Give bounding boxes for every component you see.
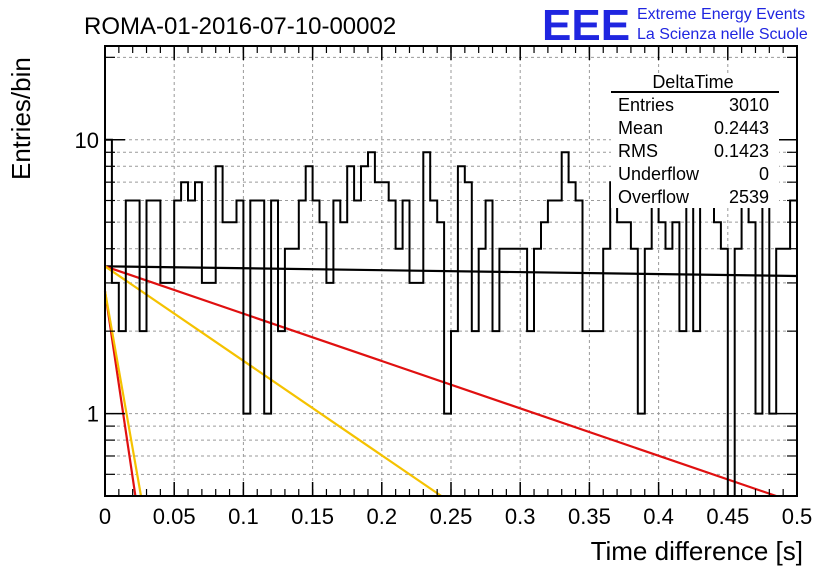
stats-box-title: DeltaTime	[652, 72, 733, 92]
x-tick-label: 0.45	[706, 504, 749, 529]
stats-label-mean: Mean	[618, 118, 663, 138]
x-tick-label: 0	[99, 504, 111, 529]
y-axis-label: Entries/bin	[6, 57, 36, 180]
logo-line-2: La Scienza nelle Scuole	[637, 26, 808, 43]
x-tick-label: 0.05	[153, 504, 196, 529]
x-tick-label: 0.35	[568, 504, 611, 529]
stats-value-rms: 0.1423	[714, 141, 769, 161]
run-title: ROMA-01-2016-07-10-00002	[84, 13, 396, 40]
x-tick-label: 0.4	[643, 504, 674, 529]
logo-line-1: Extreme Energy Events	[637, 6, 805, 23]
stats-value-mean: 0.2443	[714, 118, 769, 138]
stats-box: DeltaTime Entries 3010 Mean 0.2443 RMS 0…	[611, 72, 779, 208]
y-tick-label: 10	[75, 128, 99, 153]
stats-label-entries: Entries	[618, 95, 674, 115]
fit-curve	[104, 265, 798, 278]
histogram-outline	[104, 138, 798, 497]
fit-curve	[103, 290, 143, 497]
fit-curve	[104, 265, 442, 497]
logo-mark: EEE	[542, 1, 630, 50]
stats-value-entries: 3010	[729, 95, 769, 115]
x-tick-label: 0.2	[367, 504, 398, 529]
stats-value-overflow: 2539	[729, 187, 769, 207]
stats-label-rms: RMS	[618, 141, 658, 161]
x-tick-label: 0.15	[291, 504, 334, 529]
x-tick-label: 0.5	[782, 504, 813, 529]
stats-label-overflow: Overflow	[618, 187, 690, 207]
stats-label-underflow: Underflow	[618, 164, 700, 184]
x-tick-label: 0.1	[228, 504, 259, 529]
axis-ticks: 0 0.05 0.1 0.15 0.2 0.25 0.3 0.35 0.4 0.45 0.5 1 10	[75, 46, 813, 529]
y-tick-label: 1	[87, 402, 99, 427]
stats-box-background	[611, 74, 779, 208]
stats-value-underflow: 0	[759, 164, 769, 184]
x-tick-label: 0.25	[430, 504, 473, 529]
fit-curves	[103, 265, 798, 498]
x-tick-label: 0.3	[505, 504, 536, 529]
x-axis-label: Time difference [s]	[591, 536, 803, 566]
fit-curve	[104, 265, 777, 498]
